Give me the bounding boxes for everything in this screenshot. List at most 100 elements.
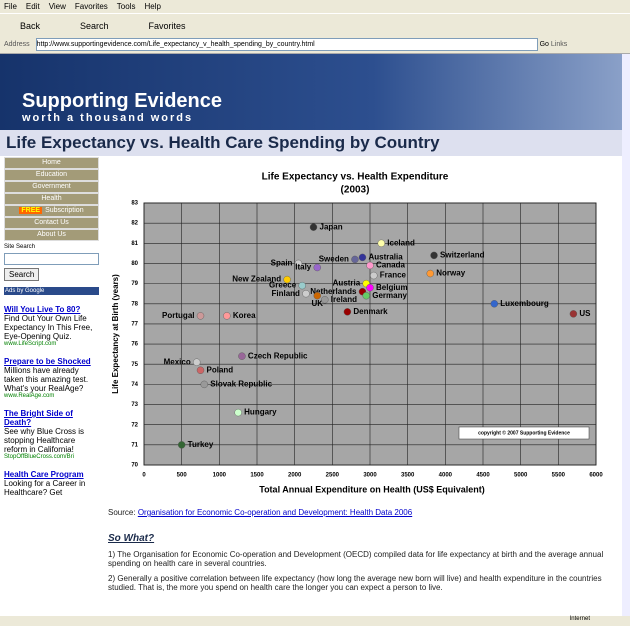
point-label: Korea [233, 311, 256, 320]
section-heading: So What? [108, 533, 618, 544]
menu-item[interactable]: Favorites [75, 0, 108, 13]
point [351, 256, 358, 263]
point [235, 409, 242, 416]
point-label: Hungary [244, 408, 277, 417]
point [310, 224, 317, 231]
point [491, 300, 498, 307]
point-label: Denmark [353, 307, 388, 316]
y-tick-label: 73 [131, 402, 138, 408]
point-label: France [380, 271, 407, 280]
point [314, 264, 321, 271]
point [367, 262, 374, 269]
go-button[interactable]: Go [540, 41, 549, 48]
menu-item[interactable]: File [4, 0, 17, 13]
point [344, 308, 351, 315]
x-tick-label: 2000 [288, 473, 302, 479]
menu-item[interactable]: Help [144, 0, 160, 13]
point [321, 296, 328, 303]
toolbar-button[interactable]: Favorites [149, 14, 186, 37]
toolbar-button[interactable]: Back [20, 14, 40, 37]
ad-title[interactable]: Prepare to be Shocked [4, 357, 99, 366]
nav-item[interactable]: Education [4, 169, 99, 181]
page: {"browser":{"menu":["File","Edit","View"… [0, 0, 630, 626]
search-label: Site Search [4, 244, 99, 250]
point-label: Sweden [319, 255, 349, 264]
y-tick-label: 82 [131, 221, 138, 227]
paragraphs: 1) The Organisation for Economic Co-oper… [108, 550, 618, 592]
nav-item[interactable]: Home [4, 157, 99, 169]
menu-item[interactable]: Edit [26, 0, 40, 13]
ad-title[interactable]: Will You Live To 80? [4, 305, 99, 314]
x-tick-label: 500 [177, 473, 188, 479]
point [363, 292, 370, 299]
ad-text: See why Blue Cross is stopping Healthcar… [4, 427, 99, 454]
nav-item[interactable]: Contact Us [4, 217, 99, 229]
nav-label: Subscription [45, 207, 84, 214]
chart: Life Expectancy vs. Health Expenditure (… [104, 165, 620, 505]
y-tick-label: 70 [131, 463, 138, 469]
nav-item[interactable]: About Us [4, 229, 99, 241]
sidebar: Site Search Search Ads by Google Will Yo… [4, 244, 99, 497]
ad-title[interactable]: The Bright Side of Death? [4, 409, 99, 427]
point-label: Portugal [162, 311, 194, 320]
ad-title[interactable]: Health Care Program [4, 470, 99, 479]
page-title: Life Expectancy vs. Health Care Spending… [0, 130, 622, 156]
point-label: US [579, 309, 591, 318]
scrollbar[interactable] [622, 54, 630, 616]
y-axis-label: Life Expectancy at Birth (years) [111, 274, 120, 394]
x-tick-label: 1000 [213, 473, 227, 479]
point [197, 367, 204, 374]
point [359, 254, 366, 261]
search-button[interactable]: Search [4, 268, 39, 281]
links[interactable]: Links [551, 41, 567, 48]
y-tick-label: 79 [131, 281, 138, 287]
y-tick-label: 75 [131, 362, 138, 368]
point-label: Mexico [164, 357, 191, 366]
toolbar-button[interactable]: Search [80, 14, 109, 37]
nav-item[interactable]: Health [4, 193, 99, 205]
menu-item[interactable]: Tools [117, 0, 136, 13]
paragraph: 2) Generally a positive correlation betw… [108, 574, 618, 592]
point [570, 310, 577, 317]
point [427, 270, 434, 277]
menu-item[interactable]: View [49, 0, 66, 13]
chart-title: Life Expectancy vs. Health Expenditure [262, 172, 449, 183]
ads: Will You Live To 80?Find Out Your Own Li… [4, 305, 99, 497]
x-tick-label: 4000 [439, 473, 453, 479]
address-label: Address [4, 41, 30, 48]
ad-url[interactable]: www.RealAge.com [4, 393, 99, 399]
point-label: Spain [271, 259, 293, 268]
status-bar: Internet [0, 616, 630, 626]
content: Source: Organisation for Economic Co-ope… [108, 508, 618, 598]
paragraph: 1) The Organisation for Economic Co-oper… [108, 550, 618, 568]
ad-url[interactable]: StopOffBlueCross.com/Bri [4, 454, 99, 460]
point [302, 290, 309, 297]
x-tick-label: 5500 [552, 473, 566, 479]
point [193, 359, 200, 366]
point-label: Czech Republic [248, 351, 308, 360]
point-label: Japan [320, 222, 343, 231]
point-label: Finland [272, 289, 301, 298]
point [378, 240, 385, 247]
nav-item[interactable]: Government [4, 181, 99, 193]
url-field[interactable]: http://www.supportingevidence.com/Life_e… [36, 38, 538, 51]
point-label: Norway [436, 269, 465, 278]
y-tick-label: 72 [131, 422, 138, 428]
y-tick-label: 81 [131, 241, 138, 247]
ad-url[interactable]: www.LifeScript.com [4, 341, 99, 347]
source-link[interactable]: Organisation for Economic Co-operation a… [138, 508, 412, 517]
point-label: Canada [376, 261, 405, 270]
x-tick-label: 1500 [250, 473, 264, 479]
y-tick-label: 80 [131, 261, 138, 267]
point-label: Poland [207, 365, 234, 374]
search-input[interactable] [4, 253, 99, 265]
point [223, 312, 230, 319]
y-tick-label: 71 [131, 442, 138, 448]
point [197, 312, 204, 319]
y-tick-label: 77 [131, 322, 138, 328]
point [201, 381, 208, 388]
x-tick-label: 2500 [326, 473, 340, 479]
point-label: Slovak Republic [210, 379, 272, 388]
